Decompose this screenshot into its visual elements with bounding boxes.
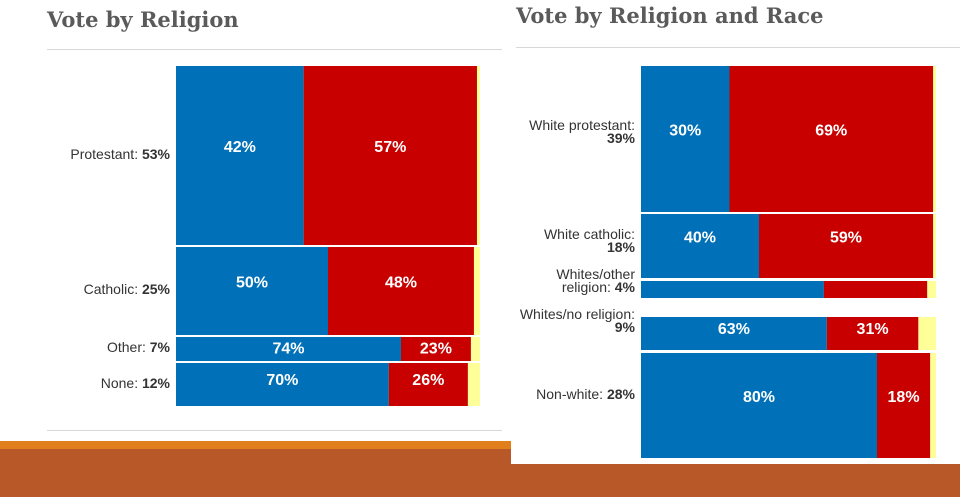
row-label-share: 4%	[614, 278, 635, 295]
rep-value-label: 57%	[374, 139, 406, 156]
rep-segment	[328, 247, 474, 335]
rep-value-label: 26%	[412, 372, 444, 389]
dem-segment	[641, 281, 824, 298]
row-label: Other: 7%	[20, 339, 170, 355]
row-label-name: Non-white:	[536, 385, 604, 402]
row-label-share: 7%	[149, 339, 170, 355]
row-label: Whites/no religion: 9%	[515, 305, 635, 335]
row-label-share: 53%	[141, 145, 170, 162]
dem-segment	[641, 66, 730, 212]
dem-segment	[176, 363, 389, 406]
bottom-divider-left	[47, 430, 502, 431]
chart-title-religion: Vote by Religion	[47, 7, 239, 32]
rep-segment	[303, 66, 477, 245]
rep-segment	[877, 353, 931, 458]
rep-segment	[759, 214, 934, 278]
dem-segment	[641, 317, 827, 350]
dem-value-label: 74%	[272, 341, 304, 358]
row-label: Non-white: 28%	[515, 385, 635, 402]
dem-segment	[641, 214, 759, 278]
rep-value-label: 18%	[888, 389, 920, 406]
row-label: Protestant: 53%	[20, 145, 170, 162]
row-label: Whites/other religion: 4%	[515, 265, 635, 295]
row-label-name: Catholic:	[83, 281, 139, 297]
row-label-share: 12%	[141, 374, 170, 391]
dem-segment	[176, 337, 401, 361]
row-label-share: 18%	[606, 239, 635, 255]
row-label-name: White catholic:	[543, 226, 635, 242]
title-divider-right	[516, 47, 960, 48]
dem-value-label: 50%	[236, 275, 268, 292]
rep-value-label: 23%	[420, 341, 452, 358]
dem-value-label: 42%	[224, 139, 256, 156]
row-label-name: Protestant:	[70, 145, 139, 162]
row-label-share: 28%	[606, 385, 635, 402]
row-label-share: 9%	[614, 318, 635, 335]
row-label: White protestant: 39%	[515, 117, 635, 146]
row-label-name: None:	[100, 374, 139, 391]
rep-segment	[400, 337, 471, 361]
dem-value-label: 40%	[684, 230, 716, 247]
dem-segment	[641, 353, 877, 458]
dem-segment	[176, 66, 304, 245]
rep-value-label: 31%	[857, 321, 889, 338]
row-label-name: Other:	[106, 339, 146, 355]
chart-title-religion-race: Vote by Religion and Race	[516, 3, 824, 28]
rep-segment	[388, 363, 468, 406]
row-label-share: 39%	[606, 130, 635, 146]
dem-value-label: 80%	[743, 389, 775, 406]
title-divider-left	[47, 49, 502, 50]
dem-value-label: 70%	[266, 372, 298, 389]
rep-segment	[823, 281, 928, 298]
dem-segment	[176, 247, 328, 335]
rep-value-label: 48%	[385, 275, 417, 292]
row-label: White catholic: 18%	[515, 226, 635, 255]
footer-band-left	[0, 441, 511, 497]
rep-segment	[826, 317, 919, 350]
row-label-share: 25%	[141, 281, 170, 297]
row-label: None: 12%	[20, 374, 170, 391]
rep-value-label: 59%	[830, 230, 862, 247]
dem-value-label: 63%	[718, 321, 750, 338]
row-label-name: Whites/other religion:	[556, 265, 635, 295]
footer-band-right	[511, 464, 960, 497]
row-label-name: Whites/no religion:	[519, 305, 635, 322]
footer-accent-strip	[0, 441, 511, 449]
rep-segment	[729, 66, 934, 212]
rep-value-label: 69%	[815, 123, 847, 140]
dem-value-label: 30%	[669, 123, 701, 140]
row-label-name: White protestant:	[529, 117, 635, 133]
row-label: Catholic: 25%	[20, 281, 170, 297]
